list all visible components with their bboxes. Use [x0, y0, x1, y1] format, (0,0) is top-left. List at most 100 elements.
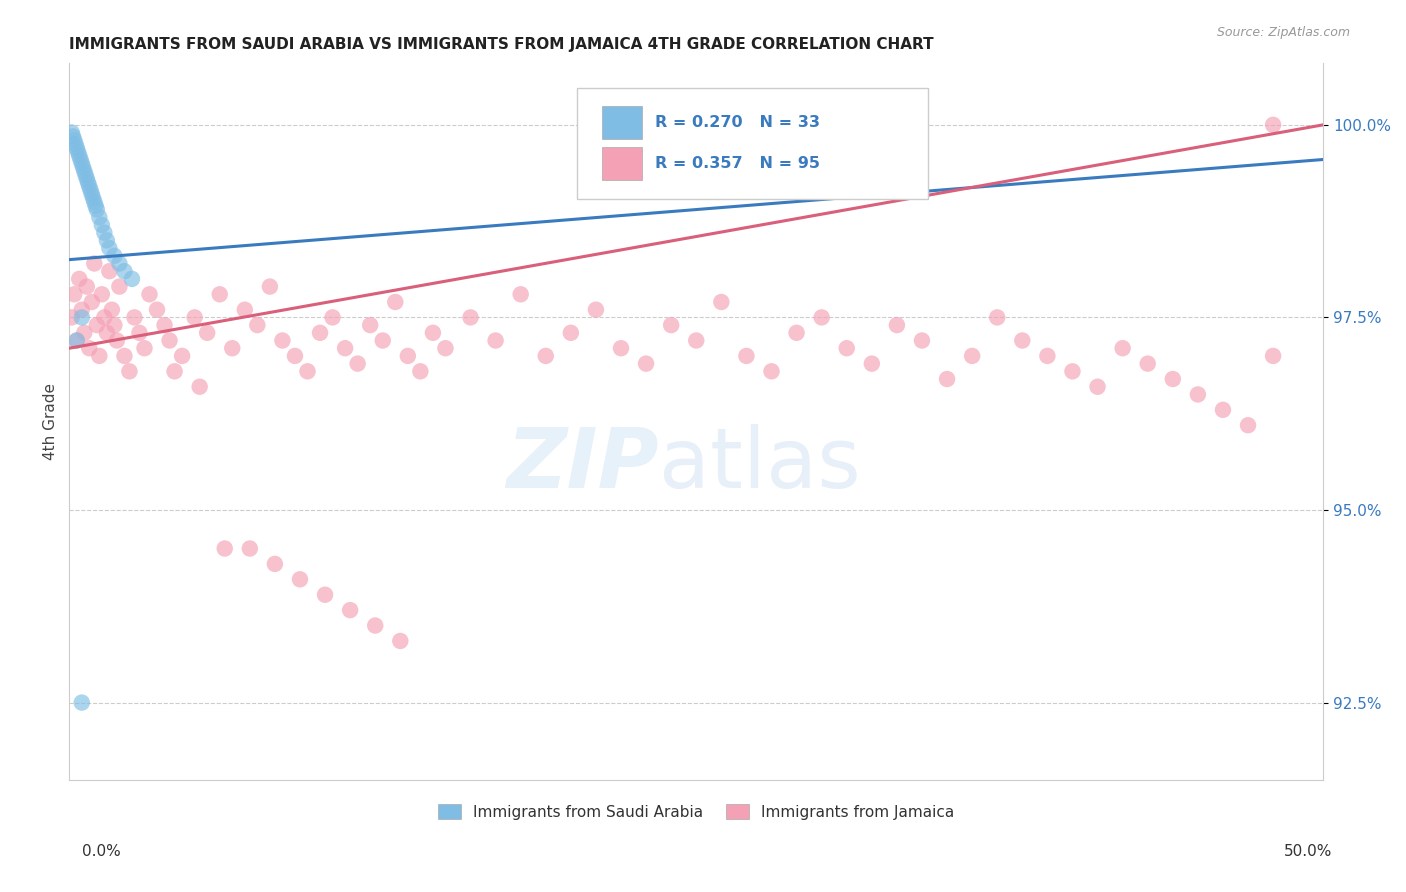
Point — [183, 310, 205, 325]
Point — [60, 126, 83, 140]
Point — [76, 279, 98, 293]
Point — [79, 183, 101, 197]
Point — [76, 171, 98, 186]
Point — [911, 334, 934, 348]
Point — [346, 357, 368, 371]
Point — [1187, 387, 1209, 401]
Point — [69, 153, 91, 167]
Point — [434, 341, 457, 355]
Point — [271, 334, 294, 348]
Point — [86, 202, 108, 217]
Point — [371, 334, 394, 348]
Point — [89, 211, 111, 225]
Point — [1111, 341, 1133, 355]
Point — [138, 287, 160, 301]
Point — [62, 129, 84, 144]
Point — [65, 137, 87, 152]
Point — [886, 318, 908, 332]
Point — [284, 349, 307, 363]
Text: R = 0.357   N = 95: R = 0.357 N = 95 — [655, 156, 820, 171]
Point — [1062, 364, 1084, 378]
Point — [610, 341, 633, 355]
Point — [79, 179, 101, 194]
Point — [77, 176, 100, 190]
Point — [188, 380, 211, 394]
Point — [409, 364, 432, 378]
Point — [1136, 357, 1159, 371]
Point — [1011, 334, 1033, 348]
Point — [288, 572, 311, 586]
Point — [66, 334, 89, 348]
Point — [70, 310, 93, 325]
Point — [1161, 372, 1184, 386]
Point — [90, 287, 112, 301]
Text: ZIP: ZIP — [506, 424, 658, 505]
Point — [83, 194, 105, 209]
Point — [83, 256, 105, 270]
Point — [96, 326, 118, 340]
Text: atlas: atlas — [658, 424, 860, 505]
Point — [103, 249, 125, 263]
Point — [735, 349, 758, 363]
Point — [810, 310, 832, 325]
Point — [509, 287, 531, 301]
Text: R = 0.270   N = 33: R = 0.270 N = 33 — [655, 115, 820, 130]
Text: Source: ZipAtlas.com: Source: ZipAtlas.com — [1216, 26, 1350, 39]
Point — [101, 302, 124, 317]
Point — [460, 310, 482, 325]
Point — [66, 334, 89, 348]
Point — [264, 557, 287, 571]
Point — [67, 148, 90, 162]
Point — [1036, 349, 1059, 363]
Point — [195, 326, 218, 340]
Point — [72, 160, 94, 174]
Point — [70, 302, 93, 317]
Point — [786, 326, 808, 340]
Point — [75, 168, 97, 182]
Text: 50.0%: 50.0% — [1284, 845, 1331, 859]
Point — [710, 295, 733, 310]
Point — [112, 349, 135, 363]
Point — [60, 310, 83, 325]
Point — [66, 141, 89, 155]
Point — [422, 326, 444, 340]
FancyBboxPatch shape — [576, 88, 928, 199]
Point — [82, 191, 104, 205]
Point — [534, 349, 557, 363]
Point — [339, 603, 361, 617]
Point — [86, 318, 108, 332]
Text: 0.0%: 0.0% — [82, 845, 121, 859]
Point — [108, 279, 131, 293]
Point — [98, 241, 121, 255]
Point — [685, 334, 707, 348]
Point — [246, 318, 269, 332]
Point — [221, 341, 243, 355]
Point — [163, 364, 186, 378]
Point — [112, 264, 135, 278]
Point — [835, 341, 858, 355]
Point — [860, 357, 883, 371]
Point — [93, 226, 115, 240]
Point — [105, 334, 128, 348]
Point — [659, 318, 682, 332]
Point — [396, 349, 419, 363]
Point — [761, 364, 783, 378]
Point — [80, 187, 103, 202]
Point — [134, 341, 156, 355]
Point — [63, 133, 86, 147]
Point — [73, 164, 96, 178]
Point — [936, 372, 959, 386]
Point — [333, 341, 356, 355]
Point — [103, 318, 125, 332]
Point — [67, 272, 90, 286]
Point — [84, 199, 107, 213]
Point — [1087, 380, 1109, 394]
Point — [118, 364, 141, 378]
Point — [96, 233, 118, 247]
Point — [93, 310, 115, 325]
Point — [79, 341, 101, 355]
Point — [364, 618, 387, 632]
Point — [124, 310, 146, 325]
Point — [297, 364, 319, 378]
Point — [70, 156, 93, 170]
